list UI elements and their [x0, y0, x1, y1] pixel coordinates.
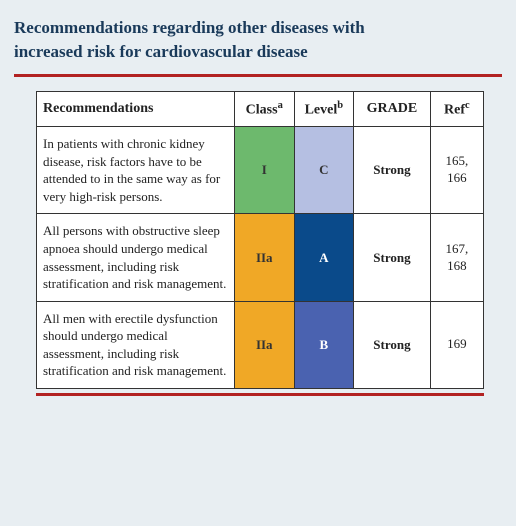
header-rec-label: Recommendations [43, 101, 153, 116]
header-level-label: Level [305, 102, 338, 117]
title-line-1: Recommendations regarding other diseases… [14, 18, 365, 37]
table-row: All men with erectile dysfunction should… [37, 301, 484, 388]
header-recommendations: Recommendations [37, 91, 235, 127]
panel-title: Recommendations regarding other diseases… [14, 16, 502, 64]
rule-bottom [36, 393, 484, 396]
table-row: In patients with chronic kidney disease,… [37, 127, 484, 214]
header-class-label: Class [246, 102, 278, 117]
cell-level: C [294, 127, 354, 214]
header-grade: GRADE [354, 91, 431, 127]
title-line-2: increased risk for cardiovascular diseas… [14, 42, 308, 61]
table-row: All persons with obstructive sleep apnoe… [37, 214, 484, 301]
cell-recommendation: All persons with obstructive sleep apnoe… [37, 214, 235, 301]
header-class-sup: a [278, 100, 283, 111]
cell-class: I [234, 127, 294, 214]
cell-recommendation: In patients with chronic kidney disease,… [37, 127, 235, 214]
table-body: In patients with chronic kidney disease,… [37, 127, 484, 389]
header-level: Levelb [294, 91, 354, 127]
cell-class: IIa [234, 301, 294, 388]
header-class: Classa [234, 91, 294, 127]
cell-level: B [294, 301, 354, 388]
cell-recommendation: All men with erectile dysfunction should… [37, 301, 235, 388]
header-row: Recommendations Classa Levelb GRADE Refc [37, 91, 484, 127]
cell-ref: 169 [430, 301, 483, 388]
table-container: Recommendations Classa Levelb GRADE Refc [14, 91, 502, 389]
cell-ref: 167, 168 [430, 214, 483, 301]
header-grade-label: GRADE [367, 101, 418, 116]
rule-top [14, 74, 502, 77]
table-head: Recommendations Classa Levelb GRADE Refc [37, 91, 484, 127]
cell-ref: 165, 166 [430, 127, 483, 214]
recommendations-table: Recommendations Classa Levelb GRADE Refc [36, 91, 484, 389]
recommendations-panel: Recommendations regarding other diseases… [0, 0, 516, 526]
cell-class: IIa [234, 214, 294, 301]
cell-grade: Strong [354, 127, 431, 214]
cell-level: A [294, 214, 354, 301]
header-ref-label: Ref [444, 102, 465, 117]
header-ref: Refc [430, 91, 483, 127]
cell-grade: Strong [354, 301, 431, 388]
header-ref-sup: c [465, 100, 470, 111]
header-level-sup: b [337, 100, 343, 111]
cell-grade: Strong [354, 214, 431, 301]
